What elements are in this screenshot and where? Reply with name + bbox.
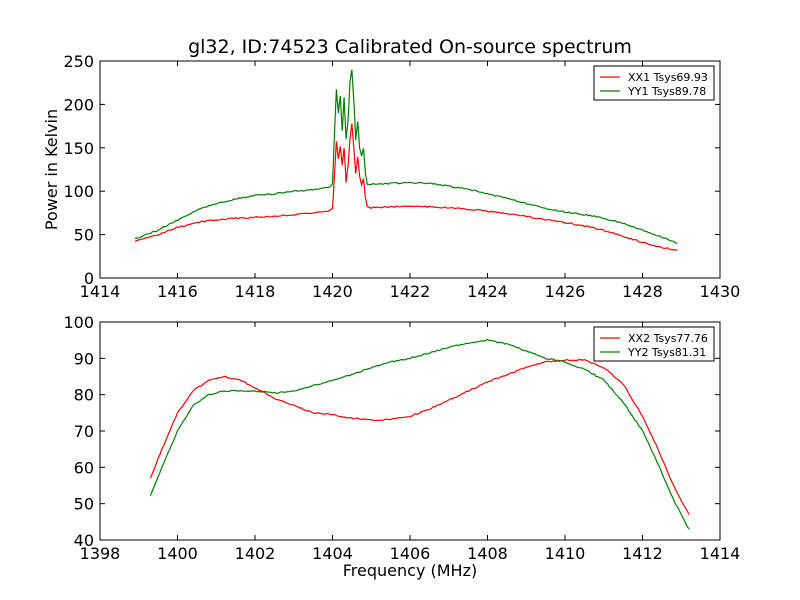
- x-tick-label: 1414: [80, 282, 121, 301]
- x-tick-label: 1428: [622, 282, 663, 301]
- x-tick-label: 1400: [157, 544, 198, 563]
- x-tick-label: 1408: [467, 544, 508, 563]
- series-line-2: [134, 69, 678, 244]
- figure-title: gl32, ID:74523 Calibrated On-source spec…: [188, 36, 632, 58]
- legend-label: YY1 Tsys89.78: [627, 85, 706, 98]
- x-tick-label: 1416: [157, 282, 198, 301]
- y-axis-title: Power in Kelvin: [42, 109, 61, 230]
- top-plot: 1414 1416 1418 1420 1422 1424 1426 1428 1430 0 50 1…: [42, 52, 740, 301]
- y-tick-label: 50: [74, 226, 94, 245]
- x-tick-label: 1398: [80, 544, 121, 563]
- legend-label: YY2 Tsys81.31: [627, 346, 706, 359]
- series-line-1: [149, 358, 690, 515]
- x-tick-label: 1422: [390, 282, 431, 301]
- x-tick-label: 1412: [622, 544, 663, 563]
- x-tick-label: 1414: [700, 544, 741, 563]
- y-tick-label: 40: [74, 531, 94, 550]
- x-tick-label: 1410: [545, 544, 586, 563]
- y-tick-label: 100: [63, 182, 94, 201]
- x-axis-title: Frequency (MHz): [343, 561, 477, 580]
- x-tick-label: 1424: [467, 282, 508, 301]
- bottom-plot: 1398 1400 1402 1404 1406 1408 1410 1412 1414 40 50…: [63, 313, 740, 563]
- y-tick-label: 200: [63, 95, 94, 114]
- y-tick-label: 100: [63, 313, 94, 332]
- legend-label: XX1 Tsys69.93: [628, 71, 708, 84]
- y-tick-label: 80: [74, 386, 94, 405]
- legend-box: [593, 326, 715, 362]
- y-tick-label: 60: [74, 458, 94, 477]
- legend-box: [593, 65, 715, 101]
- y-tick-label: 50: [74, 495, 94, 514]
- y-tick-label: 250: [63, 52, 94, 71]
- x-tick-label: 1426: [545, 282, 586, 301]
- series-line-1: [134, 123, 678, 251]
- x-tick-label: 1404: [312, 544, 353, 563]
- x-tick-label: 1418: [235, 282, 276, 301]
- x-tick-label: 1420: [312, 282, 353, 301]
- x-tick-label: 1402: [235, 544, 276, 563]
- legend-label: XX2 Tsys77.76: [628, 332, 708, 345]
- x-tick-label: 1406: [390, 544, 431, 563]
- y-tick-label: 150: [63, 139, 94, 158]
- x-tick-label: 1430: [700, 282, 741, 301]
- series-line-2: [149, 338, 690, 530]
- y-tick-label: 70: [74, 422, 94, 441]
- y-tick-label: 0: [84, 269, 94, 288]
- y-tick-label: 90: [74, 349, 94, 368]
